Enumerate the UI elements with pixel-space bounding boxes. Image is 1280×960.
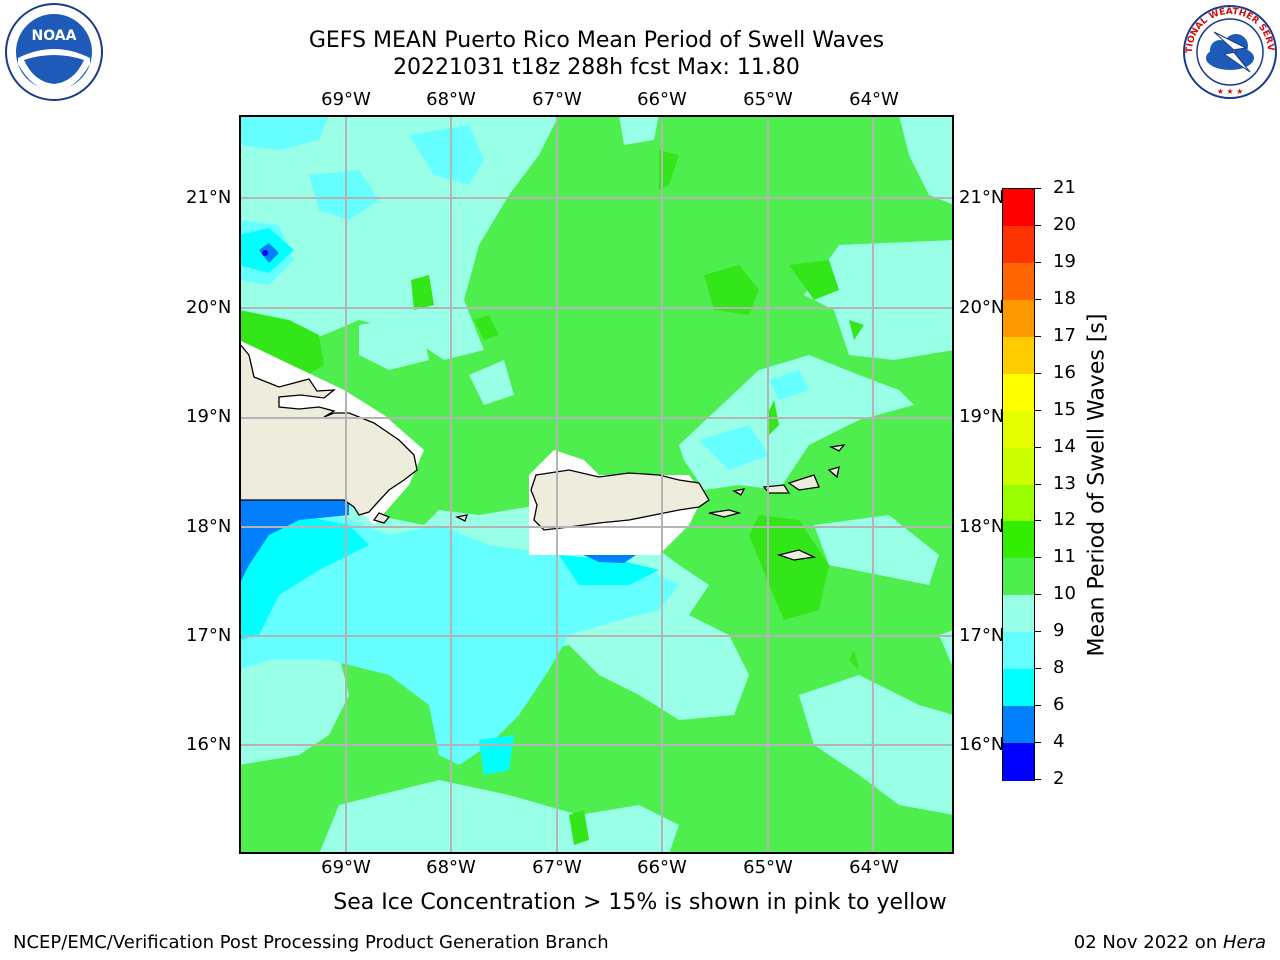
colorbar-tick-label: 13 bbox=[1053, 472, 1076, 494]
lat-label-right: 21°N bbox=[959, 187, 1005, 208]
colorbar-tick-label: 18 bbox=[1053, 287, 1076, 309]
colorbar-tick bbox=[1034, 446, 1041, 448]
lat-label-left: 19°N bbox=[186, 406, 232, 427]
chart-title-line1: GEFS MEAN Puerto Rico Mean Period of Swe… bbox=[308, 28, 885, 53]
period-4-6-regions bbox=[239, 243, 639, 585]
footer-date: 02 Nov 2022 on Hera bbox=[1074, 932, 1266, 953]
colorbar-tick-label: 4 bbox=[1053, 731, 1065, 753]
colorbar bbox=[1002, 188, 1035, 781]
sea-ice-caption: Sea Ice Concentration > 15% is shown in … bbox=[333, 890, 947, 915]
lon-label-bottom: 64°W bbox=[849, 857, 899, 878]
land-puerto-rico bbox=[530, 469, 710, 531]
lon-label-top: 67°W bbox=[532, 89, 582, 110]
lat-label-right: 17°N bbox=[959, 625, 1005, 646]
colorbar-segment bbox=[1003, 373, 1034, 412]
colorbar-tick-label: 11 bbox=[1053, 546, 1076, 568]
colorbar-tick bbox=[1034, 557, 1041, 559]
colorbar-tick bbox=[1034, 779, 1041, 780]
lon-label-bottom: 69°W bbox=[321, 857, 371, 878]
colorbar-tick-label: 6 bbox=[1053, 694, 1065, 716]
colorbar-tick bbox=[1034, 261, 1041, 263]
colorbar-tick bbox=[1034, 742, 1041, 744]
colorbar-tick-label: 16 bbox=[1053, 361, 1076, 383]
colorbar-segment bbox=[1003, 299, 1034, 338]
lon-label-bottom: 65°W bbox=[743, 857, 793, 878]
lon-label-top: 64°W bbox=[849, 89, 899, 110]
lon-label-top: 66°W bbox=[637, 89, 687, 110]
lat-label-left: 21°N bbox=[186, 187, 232, 208]
lon-label-top: 69°W bbox=[321, 89, 371, 110]
colorbar-tick bbox=[1034, 335, 1041, 337]
colorbar-segment bbox=[1003, 521, 1034, 559]
svg-text:★ ★ ★: ★ ★ ★ bbox=[1217, 87, 1244, 96]
lon-label-top: 65°W bbox=[743, 89, 793, 110]
colorbar-segment bbox=[1003, 558, 1034, 596]
lat-label-right: 19°N bbox=[959, 406, 1005, 427]
lat-label-left: 20°N bbox=[186, 297, 232, 318]
colorbar-segment bbox=[1003, 669, 1034, 707]
swell-period-map bbox=[239, 115, 954, 854]
colorbar-tick-label: 14 bbox=[1053, 435, 1076, 457]
chart-title-line2: 20221031 t18z 288h fcst Max: 11.80 bbox=[393, 55, 800, 80]
lon-label-top: 68°W bbox=[426, 89, 476, 110]
colorbar-tick-label: 12 bbox=[1053, 509, 1076, 531]
colorbar-tick-label: 17 bbox=[1053, 324, 1076, 346]
lat-label-left: 18°N bbox=[186, 516, 232, 537]
noaa-logo-text: NOAA bbox=[32, 28, 77, 44]
small-islands bbox=[455, 444, 846, 561]
colorbar-tick-label: 19 bbox=[1053, 250, 1076, 272]
colorbar-title: Mean Period of Swell Waves [s] bbox=[1084, 313, 1110, 657]
colorbar-tick-label: 15 bbox=[1053, 398, 1076, 420]
graticule bbox=[239, 115, 954, 854]
noaa-logo: NOAA bbox=[5, 3, 103, 101]
colorbar-segment bbox=[1003, 262, 1034, 301]
colorbar-tick bbox=[1034, 372, 1041, 374]
colorbar-segment bbox=[1003, 632, 1034, 670]
colorbar-segment bbox=[1003, 743, 1034, 781]
footer-machine: Hera bbox=[1222, 932, 1266, 953]
colorbar-tick bbox=[1034, 668, 1041, 670]
colorbar-tick bbox=[1034, 188, 1041, 189]
lat-label-right: 18°N bbox=[959, 516, 1005, 537]
period-2-4-spot bbox=[262, 250, 268, 256]
footer-date-text: 02 Nov 2022 on bbox=[1073, 932, 1223, 953]
colorbar-segment bbox=[1003, 410, 1034, 449]
colorbar-segment bbox=[1003, 595, 1034, 633]
colorbar-segment bbox=[1003, 447, 1034, 485]
lon-label-bottom: 68°W bbox=[426, 857, 476, 878]
nws-logo: NATIONAL WEATHER SERVICE ★ ★ ★ bbox=[1180, 2, 1277, 99]
colorbar-segment bbox=[1003, 706, 1034, 744]
colorbar-tick-label: 8 bbox=[1053, 657, 1065, 679]
colorbar-segment bbox=[1003, 484, 1034, 522]
colorbar-tick bbox=[1034, 520, 1041, 522]
lat-label-right: 20°N bbox=[959, 297, 1005, 318]
lon-label-bottom: 66°W bbox=[637, 857, 687, 878]
colorbar-tick bbox=[1034, 298, 1041, 300]
colorbar-tick bbox=[1034, 594, 1041, 596]
lat-label-left: 16°N bbox=[186, 734, 232, 755]
colorbar-tick-label: 20 bbox=[1053, 213, 1076, 235]
colorbar-segment bbox=[1003, 189, 1034, 227]
lat-label-right: 16°N bbox=[959, 734, 1005, 755]
colorbar-tick-label: 2 bbox=[1053, 768, 1065, 789]
colorbar-tick bbox=[1034, 631, 1041, 633]
lat-label-left: 17°N bbox=[186, 625, 232, 646]
colorbar-tick-label: 21 bbox=[1053, 177, 1076, 198]
colorbar-segment bbox=[1003, 225, 1034, 264]
map-frame bbox=[239, 115, 954, 854]
colorbar-tick-label: 10 bbox=[1053, 583, 1076, 605]
colorbar-tick bbox=[1034, 224, 1041, 226]
footer-branch: NCEP/EMC/Verification Post Processing Pr… bbox=[13, 932, 609, 953]
colorbar-tick-label: 9 bbox=[1053, 620, 1065, 642]
colorbar-tick bbox=[1034, 705, 1041, 707]
colorbar-tick bbox=[1034, 483, 1041, 485]
colorbar-segment bbox=[1003, 336, 1034, 375]
period-11-12-regions bbox=[239, 150, 864, 845]
colorbar-tick bbox=[1034, 409, 1041, 411]
lon-label-bottom: 67°W bbox=[532, 857, 582, 878]
